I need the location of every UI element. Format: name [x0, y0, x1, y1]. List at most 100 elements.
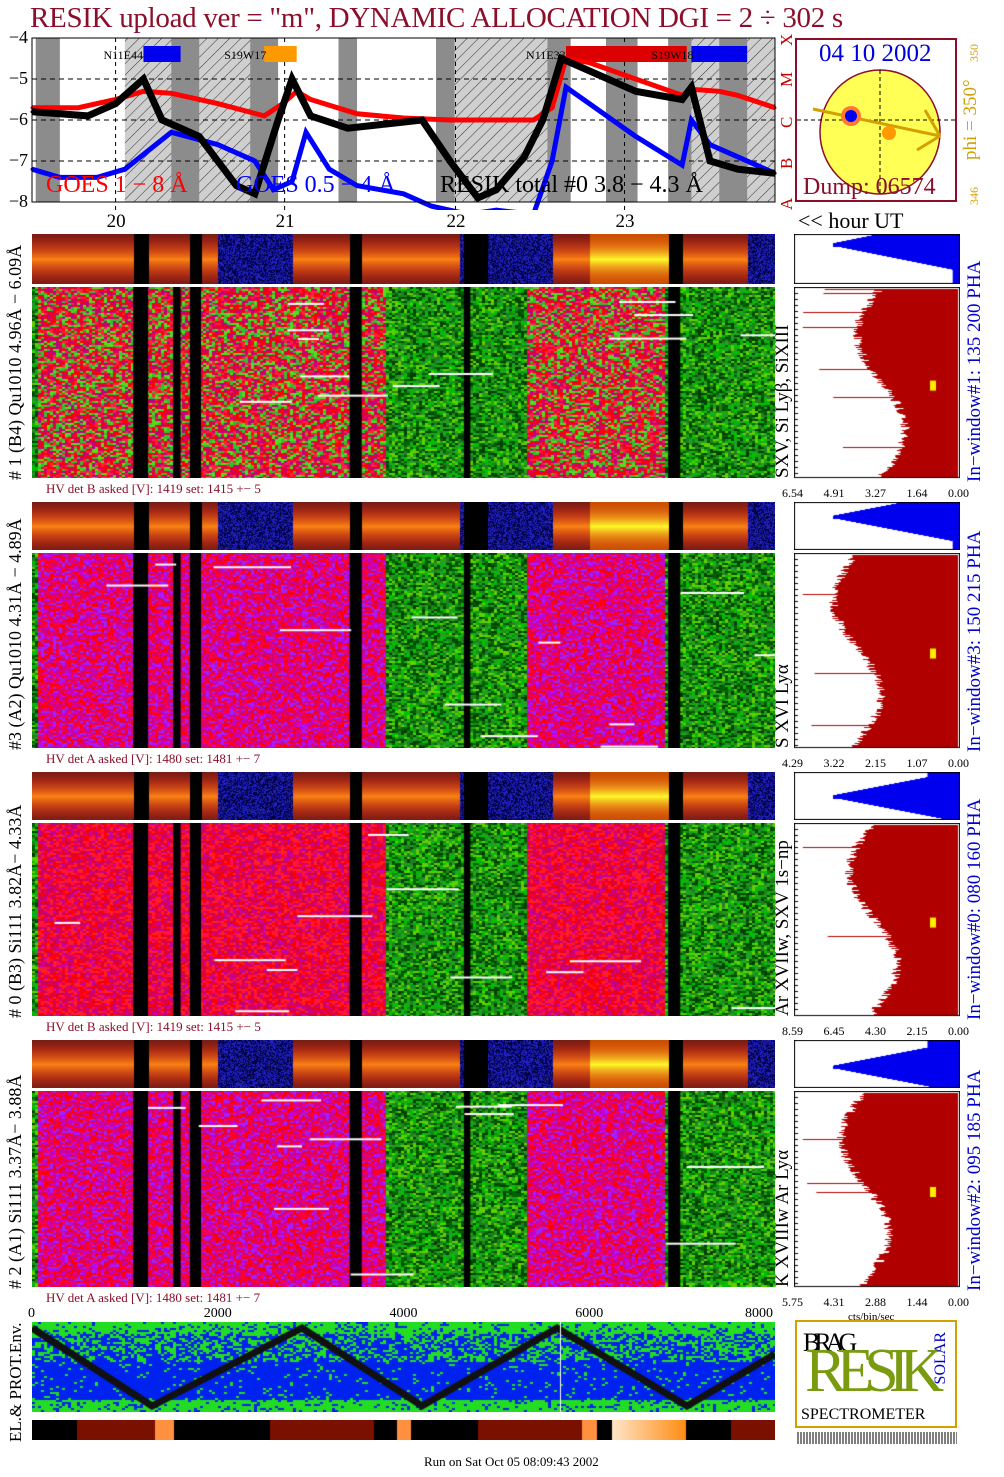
series-2-point — [141, 77, 145, 81]
goes-class-letter: X — [777, 33, 796, 46]
histogram-axis-tick: 8.59 — [782, 1024, 803, 1038]
histogram-axis-tick: 6.45 — [823, 1024, 845, 1038]
histogram-axis-tick: 3.27 — [865, 486, 886, 500]
series-2-point — [346, 126, 350, 130]
detector-label: # 0 (B3) Si111 3.82Å− 4.33Å — [5, 804, 25, 1018]
spectral-lines-label: Ar XVIIw, SXV 1s−np — [772, 840, 793, 1016]
pha-histogram-3 — [794, 1040, 960, 1088]
histogram-axis-tick: 3.22 — [823, 756, 845, 770]
in-window-label: In−window#0: 080 160 PHA — [964, 798, 985, 1020]
logo-solar: SOLAR — [932, 1332, 949, 1385]
detector-label: #3 (A2) Qu1010 4.31Å − 4.89Å — [5, 518, 25, 750]
spectrum-strip-0 — [32, 234, 775, 284]
series-2-point — [114, 102, 118, 106]
logo-brag: BRAG — [803, 1328, 857, 1357]
hv-status: HV det B asked [V]: 1419 set: 1415 +− 5 — [46, 481, 261, 496]
spectral-lines-label: K XVIIIw Ar Lyα — [772, 1149, 793, 1287]
in-window-label: In−window#1: 135 200 PHA — [964, 260, 985, 482]
series-2-point — [736, 167, 740, 171]
histogram-axis-tick: 4.30 — [865, 1024, 886, 1038]
x-tick-label: 2000 — [203, 1306, 232, 1321]
spectrum-histogram-2 — [794, 823, 960, 1020]
particle-flux-color-strip — [32, 1420, 775, 1440]
histogram-axis-tick: 4.29 — [782, 756, 803, 770]
series-0-point — [309, 98, 313, 101]
active-region-marker — [882, 126, 896, 140]
series-1-point — [169, 130, 173, 134]
hour-tick-label: 22 — [446, 211, 466, 232]
series-1-point — [634, 134, 638, 138]
series-2-point — [522, 155, 526, 159]
spectrogram-3 — [32, 1091, 775, 1287]
series-0-point — [587, 61, 591, 65]
legend-goes-long: GOES 1 − 8 Å — [46, 172, 188, 198]
goes-class-letter: M — [777, 71, 796, 87]
series-0-point — [141, 89, 145, 93]
spectral-lines-label: SXV, Si Lyβ, SiXIII — [772, 324, 793, 478]
histogram-axis-tick: 2.15 — [906, 1024, 928, 1038]
page-title: RESIK upload ver = "m", DYNAMIC ALLOCATI… — [30, 2, 843, 34]
series-1-point — [327, 167, 331, 171]
sun-date: 04 10 2002 — [819, 40, 932, 67]
active-region-label: S19W17 — [224, 48, 266, 62]
series-2-point — [680, 98, 684, 101]
x-tick-label: 4000 — [389, 1306, 418, 1321]
series-1-point — [680, 163, 684, 167]
pha-histogram-1 — [794, 502, 960, 550]
series-1-point — [355, 184, 359, 188]
series-2-point — [559, 57, 563, 60]
logo-resik: RESIK — [805, 1337, 944, 1405]
legend-resik: RESIK total #0 3.8 − 4.3 Å — [440, 172, 703, 198]
y-tick-label: −7 — [8, 150, 28, 170]
hour-tick-label: 23 — [615, 211, 635, 232]
series-2-point — [708, 159, 712, 163]
series-1-point — [494, 208, 498, 210]
x-tick-label: 8000 — [745, 1306, 773, 1321]
active-region-label: S19W18 — [651, 48, 693, 62]
series-2-point — [587, 69, 591, 73]
histogram-axis-tick: 1.07 — [906, 756, 928, 770]
detector-label: # 2 (A1) Si111 3.37Å− 3.88Å — [5, 1074, 25, 1289]
series-2-point — [494, 188, 498, 192]
series-0-point — [262, 114, 266, 118]
series-0-point — [550, 106, 554, 110]
spectrum-histogram-0 — [794, 287, 960, 482]
series-1-point — [727, 151, 731, 155]
series-0-point — [634, 77, 638, 81]
series-2-point — [448, 159, 452, 163]
spectrum-histogram-3 — [794, 1091, 960, 1291]
active-region-label: N11E33 — [526, 48, 566, 62]
series-0-point — [494, 118, 498, 122]
phi-top: 350 — [967, 44, 981, 62]
pha-histogram-0 — [794, 234, 960, 284]
series-2-point — [58, 112, 62, 116]
hv-status: HV det A asked [V]: 1480 set: 1481 +− 7 — [46, 1290, 261, 1305]
phi-bottom: 346 — [967, 187, 981, 205]
histogram-axis-tick: 4.91 — [823, 486, 845, 500]
series-1-point — [123, 167, 127, 171]
histogram-axis-tick: 1.64 — [906, 486, 928, 500]
goes-class-letter: B — [777, 157, 796, 169]
series-1-point — [290, 180, 294, 183]
series-0-point — [532, 118, 536, 122]
series-1-point — [253, 159, 257, 163]
hv-status: HV det A asked [V]: 1480 set: 1481 +− 7 — [46, 751, 261, 766]
logo-spectrometer: SPECTROMETER — [801, 1406, 926, 1423]
histogram-axis-tick: 0.00 — [948, 486, 969, 500]
goes-lightcurve-chart: N11E44 S19W17 N11E33 S19W18 — [30, 37, 777, 210]
series-1-point — [587, 102, 591, 106]
active-region-bar — [691, 46, 748, 62]
active-region-bar — [264, 46, 297, 62]
series-2-point — [420, 118, 424, 122]
series-2-point — [309, 114, 313, 118]
spectral-lines-label: S XVI Lyα — [772, 664, 793, 748]
night-band — [719, 38, 748, 202]
dump-number: Dump: 06574 — [803, 174, 936, 200]
series-2-point — [276, 118, 280, 122]
legend-goes-short: GOES 0.5 − 4 Å — [236, 172, 396, 198]
phi-label: phi = 350° — [960, 79, 981, 160]
sun-disk-diagram — [797, 69, 957, 195]
series-1-point — [58, 175, 62, 179]
histogram-axis-tick: 2.88 — [865, 1295, 886, 1309]
series-0-point — [736, 93, 740, 97]
